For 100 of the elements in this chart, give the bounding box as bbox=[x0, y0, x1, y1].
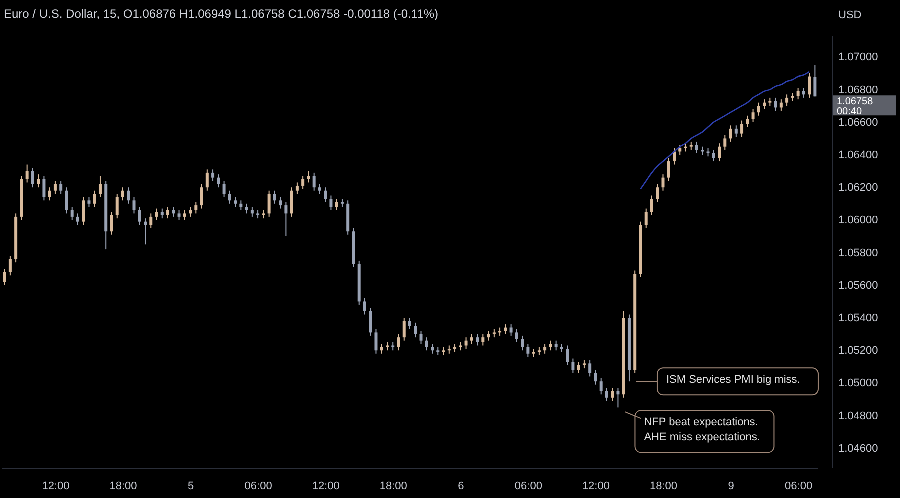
candlestick bbox=[678, 144, 682, 156]
candlestick bbox=[734, 125, 738, 138]
candlestick bbox=[650, 195, 654, 216]
x-tick-label: 12:00 bbox=[42, 480, 70, 492]
candlestick bbox=[712, 150, 716, 162]
candlestick bbox=[594, 370, 598, 386]
candlestick bbox=[420, 330, 423, 345]
candlestick bbox=[796, 88, 800, 100]
candlestick bbox=[600, 378, 603, 396]
candlestick bbox=[510, 324, 513, 336]
candlestick bbox=[279, 196, 282, 210]
candlestick bbox=[504, 324, 508, 335]
candlestick bbox=[482, 334, 485, 346]
x-tick-label: 06:00 bbox=[244, 480, 272, 492]
candlestick bbox=[335, 198, 338, 211]
y-axis-title: USD bbox=[838, 10, 862, 22]
x-tick-label: 06:00 bbox=[785, 480, 813, 492]
candlestick bbox=[116, 194, 119, 220]
candlestick bbox=[268, 190, 271, 218]
candlestick bbox=[48, 187, 52, 202]
candlestick bbox=[194, 202, 198, 214]
candlestick bbox=[166, 206, 170, 220]
y-tick-label: 1.06800 bbox=[838, 84, 878, 96]
candlestick bbox=[397, 334, 400, 352]
candlestick bbox=[752, 108, 755, 123]
candlestick bbox=[324, 187, 328, 203]
y-tick-label: 1.05800 bbox=[838, 247, 878, 260]
candlestick bbox=[172, 206, 176, 218]
candlestick bbox=[70, 206, 74, 221]
x-tick-label: 12:00 bbox=[312, 480, 340, 492]
y-tick-label: 1.06400 bbox=[838, 150, 878, 162]
candlestick bbox=[65, 187, 68, 214]
candlestick bbox=[814, 65, 817, 98]
candlestick bbox=[88, 196, 91, 208]
candlestick bbox=[284, 202, 288, 238]
candlestick bbox=[318, 184, 322, 195]
y-tick-label: 1.05600 bbox=[838, 280, 878, 292]
candlestick bbox=[3, 268, 6, 286]
candlestick bbox=[802, 88, 806, 98]
candlestick bbox=[160, 208, 164, 220]
candlestick bbox=[487, 330, 490, 342]
candlestick bbox=[312, 172, 316, 192]
candlestick bbox=[150, 213, 153, 229]
x-tick-label: 5 bbox=[188, 480, 194, 492]
chart-title: Euro / U.S. Dollar, 15, O1.06876 H1.06949 L1.06758 C1.06758 -0.00118 (-0.11%) bbox=[4, 7, 439, 21]
candlestick bbox=[380, 344, 384, 354]
candlestick bbox=[656, 184, 660, 203]
x-tick-label: 18:00 bbox=[380, 480, 408, 492]
y-tick-label: 1.05200 bbox=[838, 345, 878, 358]
candlestick bbox=[763, 99, 766, 110]
annotation: ISM Services PMI big miss. bbox=[666, 374, 800, 386]
candlestick bbox=[740, 120, 744, 138]
candlestick bbox=[8, 256, 12, 276]
candlestick bbox=[757, 102, 760, 116]
candlestick bbox=[464, 337, 468, 350]
y-tick-label: 1.07000 bbox=[838, 52, 878, 64]
y-tick-label: 1.06200 bbox=[838, 182, 878, 194]
candlestick bbox=[672, 148, 676, 166]
candlestick bbox=[54, 180, 57, 195]
candlestick bbox=[60, 180, 63, 195]
candlestick bbox=[363, 298, 366, 316]
candlestick bbox=[644, 208, 648, 229]
candlestick bbox=[369, 308, 372, 336]
candlestick bbox=[408, 318, 412, 330]
candlestick bbox=[616, 388, 620, 408]
candlestick bbox=[234, 196, 238, 208]
candlestick bbox=[42, 176, 46, 202]
candlestick bbox=[476, 334, 480, 346]
candlestick bbox=[110, 212, 114, 236]
candlestick bbox=[37, 174, 40, 188]
candlestick bbox=[217, 174, 220, 188]
candlestick bbox=[611, 388, 614, 402]
candlestick bbox=[425, 337, 428, 352]
candlestick bbox=[526, 344, 530, 358]
candlestick bbox=[189, 206, 192, 218]
candlestick bbox=[240, 200, 243, 211]
y-tick-label: 1.06600 bbox=[838, 116, 878, 129]
candlestick bbox=[402, 318, 406, 342]
candlestick bbox=[746, 115, 750, 128]
candlestick bbox=[588, 360, 592, 378]
x-tick-label: 18:00 bbox=[110, 480, 138, 492]
candlestick bbox=[76, 213, 80, 226]
candlestick bbox=[212, 169, 215, 182]
y-tick-label: 1.06000 bbox=[838, 214, 878, 227]
candlestick bbox=[290, 187, 294, 218]
candlestick bbox=[273, 190, 276, 204]
candlestick bbox=[577, 362, 580, 374]
candlestick bbox=[470, 334, 474, 345]
candlestick bbox=[121, 187, 124, 202]
x-tick-label: 6 bbox=[458, 480, 464, 492]
candlestick bbox=[774, 97, 778, 112]
candlestick bbox=[667, 158, 670, 182]
candlestick bbox=[729, 125, 732, 142]
candlestick bbox=[250, 206, 254, 218]
candlestick bbox=[206, 169, 209, 192]
candlestick bbox=[786, 94, 789, 107]
candlestick bbox=[155, 208, 158, 221]
candlestick bbox=[200, 184, 204, 210]
candlestick bbox=[662, 174, 665, 192]
x-tick-label: 06:00 bbox=[514, 480, 542, 492]
